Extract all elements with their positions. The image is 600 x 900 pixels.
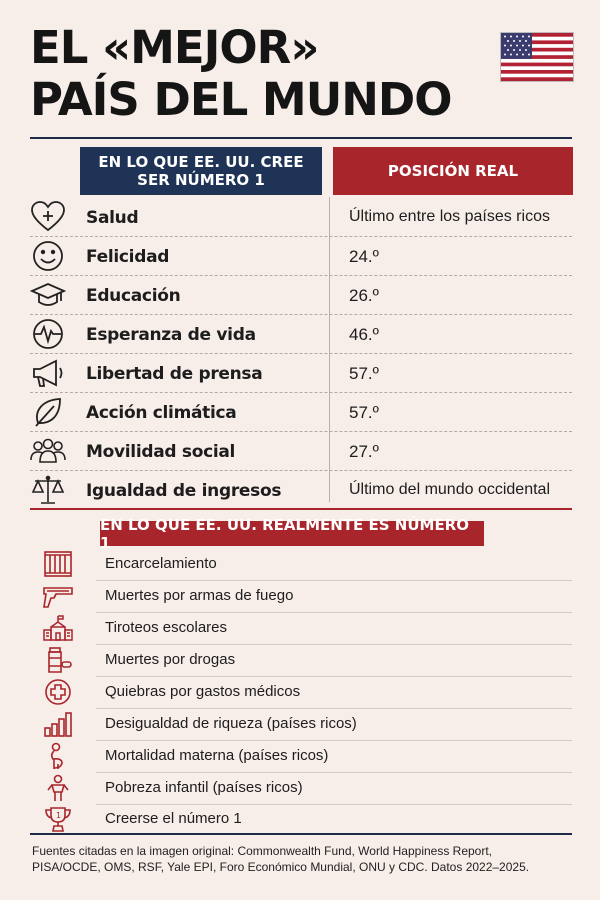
row-divider <box>96 708 572 709</box>
list-item-label: Tiroteos escolares <box>105 619 227 636</box>
table-row: Felicidad 24.º <box>30 237 572 275</box>
people-icon <box>30 434 66 468</box>
row-label: Igualdad de ingresos <box>86 481 282 501</box>
school-icon <box>42 614 74 642</box>
list-item: Muertes por drogas <box>30 644 572 675</box>
row-divider <box>96 804 572 805</box>
list-item: Tiroteos escolares <box>30 612 572 643</box>
list-item: Quiebras por gastos médicos <box>30 676 572 707</box>
pill-bottle-icon <box>42 646 74 674</box>
row-divider <box>30 431 572 432</box>
us-flag-icon <box>500 32 574 82</box>
smiley-icon <box>30 239 66 273</box>
row-divider <box>96 612 572 613</box>
sources-note: Fuentes citadas en la imagen original: C… <box>32 844 530 874</box>
table-row: Salud Último entre los países ricos <box>30 198 572 236</box>
table-row: Esperanza de vida 46.º <box>30 315 572 353</box>
list-item-label: Encarcelamiento <box>105 555 217 572</box>
medical-cross-icon <box>42 678 74 706</box>
row-label: Acción climática <box>86 403 237 423</box>
middle-divider <box>30 508 572 510</box>
row-divider <box>96 644 572 645</box>
row-divider <box>96 676 572 677</box>
row-label: Esperanza de vida <box>86 325 256 345</box>
list-item: 1 Creerse el número 1 <box>30 803 572 834</box>
list-item-label: Muertes por armas de fuego <box>105 587 294 604</box>
graduation-cap-icon <box>30 278 66 312</box>
list-item: Muertes por armas de fuego <box>30 580 572 611</box>
list-item: Pobreza infantil (países ricos) <box>30 772 572 803</box>
row-label: Libertad de prensa <box>86 364 263 384</box>
row-label: Movilidad social <box>86 442 236 462</box>
heartbeat-icon <box>30 317 66 351</box>
prison-bars-icon <box>42 550 74 578</box>
row-divider <box>96 772 572 773</box>
trophy-icon: 1 <box>42 805 74 833</box>
svg-text:1: 1 <box>56 811 61 820</box>
leaf-icon <box>30 395 66 429</box>
row-value: 26.º <box>349 286 379 305</box>
list-item-label: Desigualdad de riqueza (países ricos) <box>105 715 357 732</box>
list-item: Desigualdad de riqueza (países ricos) <box>30 708 572 739</box>
row-divider <box>96 580 572 581</box>
list-item: Encarcelamiento <box>30 548 572 579</box>
bar-chart-icon <box>42 710 74 738</box>
row-divider <box>30 314 572 315</box>
column-divider <box>329 197 330 502</box>
megaphone-icon <box>30 356 66 390</box>
child-icon <box>42 774 74 802</box>
table-row: Libertad de prensa 57.º <box>30 354 572 392</box>
title-line-2: PAÍS DEL MUNDO <box>30 73 453 126</box>
header-actually-number-one: EN LO QUE EE. UU. REALMENTE ES NÚMERO 1 <box>100 516 484 552</box>
row-value: 24.º <box>349 247 379 266</box>
list-item-label: Quiebras por gastos médicos <box>105 683 301 700</box>
list-item-label: Creerse el número 1 <box>105 810 242 827</box>
scales-icon <box>30 473 66 507</box>
table-row: Igualdad de ingresos Último del mundo oc… <box>30 471 572 509</box>
row-divider <box>30 392 572 393</box>
row-divider <box>96 740 572 741</box>
row-label: Educación <box>86 286 181 306</box>
row-divider <box>30 353 572 354</box>
list-item-label: Muertes por drogas <box>105 651 236 668</box>
row-value: 57.º <box>349 403 379 422</box>
table-row: Educación 26.º <box>30 276 572 314</box>
header-believes-number-one: EN LO QUE EE. UU. CREE SER NÚMERO 1 <box>80 147 322 195</box>
row-value: 57.º <box>349 364 379 383</box>
title-line-1: EL «MEJOR» <box>30 21 319 74</box>
bottom-divider <box>30 833 572 835</box>
row-value: Último del mundo occidental <box>349 481 550 498</box>
table-row: Acción climática 57.º <box>30 393 572 431</box>
list-item: Mortalidad materna (países ricos) <box>30 740 572 771</box>
row-divider <box>30 470 572 471</box>
header-real-position: POSICIÓN REAL <box>333 147 573 195</box>
row-label: Salud <box>86 208 139 228</box>
page-title: EL «MEJOR» PAÍS DEL MUNDO <box>30 21 453 126</box>
row-label: Felicidad <box>86 247 170 267</box>
row-value: 27.º <box>349 442 379 461</box>
row-value: 46.º <box>349 325 379 344</box>
row-divider <box>30 275 572 276</box>
row-value: Último entre los países ricos <box>349 208 550 225</box>
list-item-label: Pobreza infantil (países ricos) <box>105 779 303 796</box>
heart-health-icon <box>30 200 66 234</box>
pregnant-woman-icon <box>42 742 74 770</box>
list-item-label: Mortalidad materna (países ricos) <box>105 747 329 764</box>
table-row: Movilidad social 27.º <box>30 432 572 470</box>
row-divider <box>30 236 572 237</box>
gun-icon <box>42 582 74 610</box>
top-divider <box>30 137 572 139</box>
